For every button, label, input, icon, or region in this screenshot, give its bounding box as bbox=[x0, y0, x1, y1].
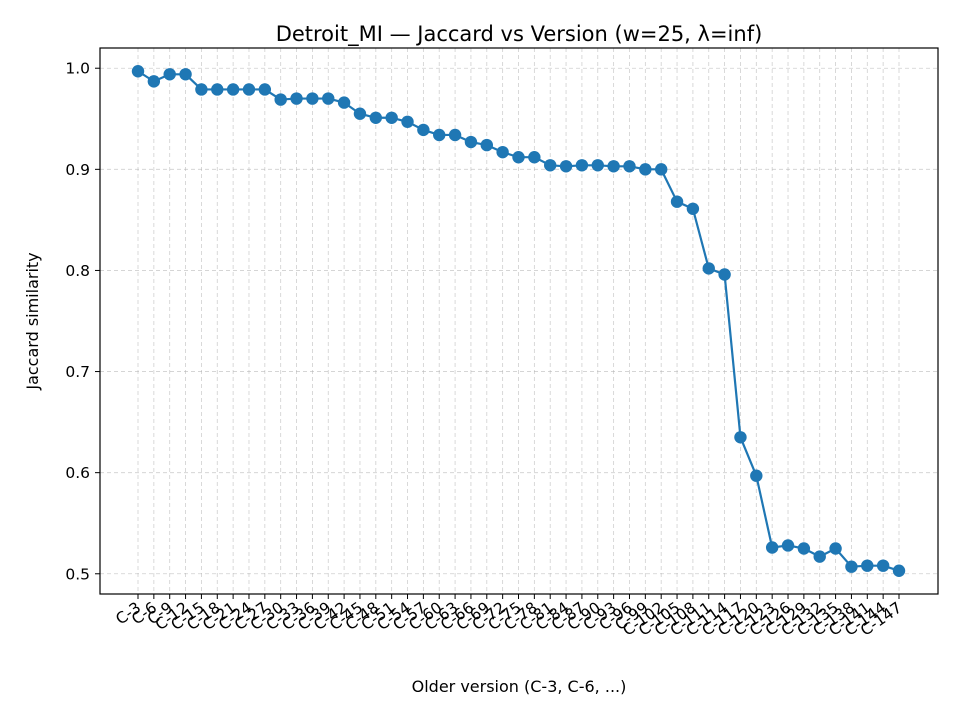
data-point bbox=[322, 92, 335, 105]
y-tick-label: 1.0 bbox=[65, 60, 90, 78]
data-point bbox=[211, 83, 224, 96]
y-tick-label: 0.9 bbox=[65, 161, 90, 179]
data-point bbox=[290, 92, 303, 105]
data-point bbox=[433, 128, 446, 142]
data-point bbox=[639, 163, 652, 176]
data-point bbox=[242, 83, 256, 96]
data-point bbox=[750, 469, 763, 482]
data-point bbox=[654, 163, 668, 176]
data-point bbox=[892, 564, 906, 577]
y-tick-label: 0.7 bbox=[65, 363, 90, 381]
data-point bbox=[607, 160, 620, 173]
y-axis-label: Jaccard similarity bbox=[23, 252, 42, 390]
data-point bbox=[131, 65, 145, 78]
data-point bbox=[337, 96, 351, 109]
data-point bbox=[464, 135, 478, 149]
x-axis-label: Older version (C-3, C-6, ...) bbox=[412, 677, 627, 696]
data-point bbox=[876, 559, 890, 572]
data-point bbox=[179, 68, 192, 81]
data-point bbox=[147, 75, 161, 88]
data-point bbox=[718, 268, 731, 281]
data-point bbox=[686, 202, 700, 215]
data-point bbox=[195, 83, 208, 96]
data-point bbox=[274, 93, 287, 106]
y-tick-label: 0.6 bbox=[65, 464, 90, 482]
data-point bbox=[401, 115, 414, 129]
chart-title: Detroit_MI — Jaccard vs Version (w=25, λ… bbox=[276, 22, 763, 47]
y-tick-label: 0.5 bbox=[65, 565, 90, 583]
data-point bbox=[544, 159, 557, 172]
data-point bbox=[845, 560, 858, 573]
data-point bbox=[369, 111, 383, 124]
data-point bbox=[163, 68, 176, 81]
data-point bbox=[385, 111, 398, 124]
data-point bbox=[559, 160, 573, 173]
data-point bbox=[226, 83, 240, 96]
data-point bbox=[734, 431, 747, 444]
data-point bbox=[591, 159, 604, 172]
data-point bbox=[496, 145, 509, 159]
data-point bbox=[258, 83, 272, 96]
data-point bbox=[861, 559, 874, 572]
y-tick-label: 0.8 bbox=[65, 262, 90, 280]
data-point bbox=[528, 151, 541, 164]
data-point bbox=[702, 262, 715, 275]
data-point bbox=[829, 542, 842, 555]
data-point bbox=[417, 123, 430, 137]
data-point bbox=[797, 542, 811, 555]
data-point bbox=[448, 128, 462, 142]
data-point bbox=[765, 541, 779, 554]
grid bbox=[100, 48, 938, 594]
data-point bbox=[353, 107, 367, 120]
data-point bbox=[813, 550, 826, 563]
data-point bbox=[480, 138, 493, 152]
data-point bbox=[781, 539, 795, 552]
data-point bbox=[623, 160, 636, 173]
data-point bbox=[575, 159, 589, 172]
x-axis: C-3C-6C-9C-12C-15C-18C-21C-24C-27C-30C-3… bbox=[112, 594, 905, 640]
data-point bbox=[670, 195, 684, 208]
y-axis: 0.5 0.6 0.7 0.8 0.9 1.0 bbox=[65, 60, 100, 583]
series-points bbox=[131, 65, 906, 577]
data-point bbox=[512, 151, 525, 164]
data-point bbox=[306, 92, 319, 105]
